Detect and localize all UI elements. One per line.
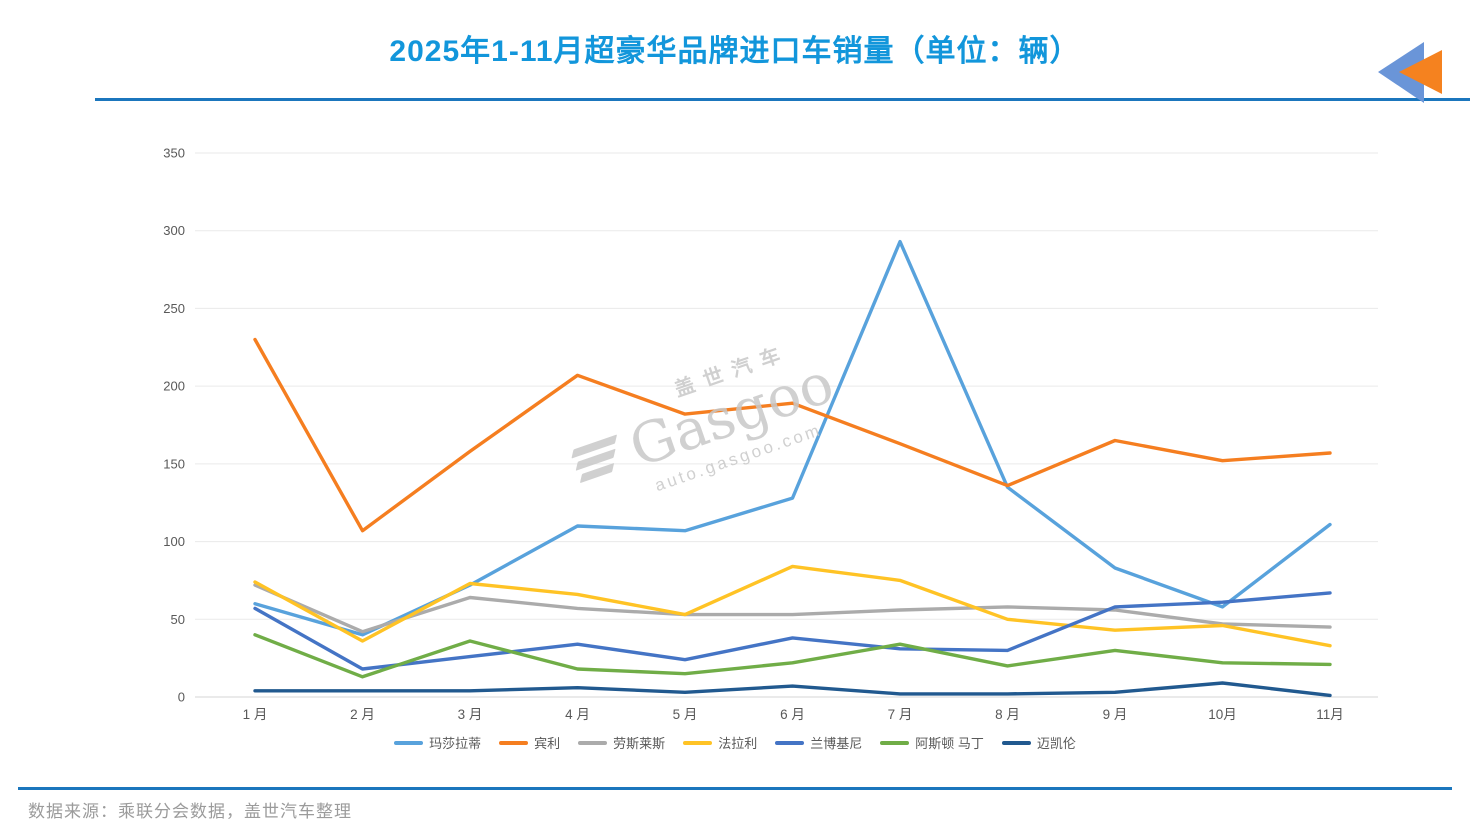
legend-label: 阿斯顿 马丁	[915, 736, 984, 751]
legend-swatch-icon	[880, 740, 910, 745]
chart-title: 2025年1-11月超豪华品牌进口车销量（单位：辆）	[389, 35, 1081, 68]
legend-swatch-icon	[683, 740, 713, 745]
x-axis-label: 10月	[1208, 707, 1237, 722]
series-line-6	[253, 681, 1332, 698]
x-axis-label: 5 月	[673, 707, 698, 722]
x-axis-label: 6 月	[780, 707, 805, 722]
legend-label: 法拉利	[718, 736, 758, 751]
series-line-2	[253, 583, 1332, 634]
legend-label: 兰博基尼	[810, 736, 863, 751]
legend-swatch-icon	[578, 740, 608, 745]
x-axis-label: 4 月	[565, 707, 590, 722]
x-axis-label: 1 月	[243, 707, 268, 722]
legend-swatch-icon	[499, 740, 529, 745]
x-axis-label: 3 月	[458, 707, 483, 722]
legend-swatch-icon	[394, 740, 424, 745]
legend-item-6[interactable]: 迈凯伦	[1001, 733, 1076, 752]
legend-label: 玛莎拉蒂	[429, 736, 482, 751]
y-axis-label: 100	[163, 534, 185, 549]
x-axis-label: 8 月	[995, 707, 1020, 722]
legend-label: 劳斯莱斯	[613, 736, 666, 751]
legend-label: 宾利	[534, 736, 561, 751]
legend-item-5[interactable]: 阿斯顿 马丁	[880, 733, 984, 752]
series-line-1	[253, 337, 1332, 533]
y-axis-label: 350	[163, 146, 185, 161]
y-axis-label: 0	[178, 690, 185, 705]
legend-label: 迈凯伦	[1036, 736, 1076, 751]
series-line-4	[253, 591, 1332, 671]
footer-divider	[18, 787, 1452, 790]
legend-item-4[interactable]: 兰博基尼	[775, 733, 862, 752]
legend-swatch-icon	[775, 740, 805, 745]
x-axis-label: 2 月	[350, 707, 375, 722]
legend-swatch-icon	[1001, 740, 1031, 745]
y-axis-label: 300	[163, 223, 185, 238]
logo-orange-triangle-icon	[1399, 50, 1442, 94]
y-axis-label: 150	[163, 456, 185, 471]
legend-item-1[interactable]: 宾利	[499, 733, 560, 752]
x-axis-label: 9 月	[1103, 707, 1128, 722]
y-axis-label: 50	[171, 612, 185, 627]
y-axis-label: 250	[163, 301, 185, 316]
legend-item-2[interactable]: 劳斯莱斯	[578, 733, 665, 752]
x-axis-label: 7 月	[888, 707, 913, 722]
series-line-5	[253, 633, 1332, 679]
legend-item-0[interactable]: 玛莎拉蒂	[394, 733, 481, 752]
x-axis-label: 11月	[1316, 707, 1344, 722]
gasgoo-logo	[1378, 42, 1448, 104]
y-axis-label: 200	[163, 379, 185, 394]
series-line-0	[253, 239, 1332, 637]
chart-legend: 玛莎拉蒂 宾利 劳斯莱斯 法拉利 兰博基尼 阿斯顿 马丁 迈凯伦	[0, 733, 1470, 752]
title-divider	[95, 98, 1470, 101]
series-line-3	[253, 564, 1332, 648]
legend-item-3[interactable]: 法拉利	[683, 733, 757, 752]
data-source-text: 数据来源：乘联分会数据，盖世汽车整理	[28, 802, 352, 821]
